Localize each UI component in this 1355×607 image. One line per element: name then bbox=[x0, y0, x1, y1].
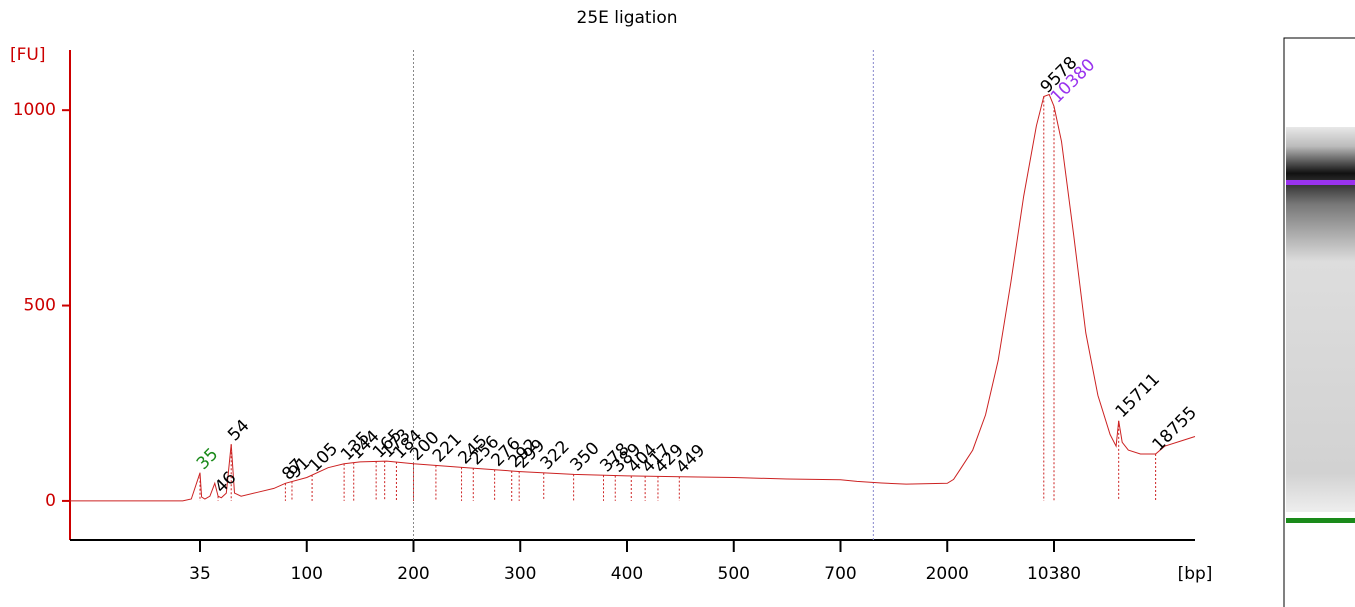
y-tick-label: 1000 bbox=[13, 100, 56, 120]
x-tick-label: 300 bbox=[504, 564, 536, 584]
x-tick-label: 35 bbox=[189, 564, 211, 584]
peak-label: 46 bbox=[211, 468, 240, 497]
trace bbox=[70, 93, 1196, 502]
chart-title: 25E ligation bbox=[577, 8, 678, 28]
x-tick-label: 500 bbox=[718, 564, 750, 584]
peak-label: 54 bbox=[224, 416, 253, 445]
x-tick-label: 400 bbox=[611, 564, 643, 584]
y-axis-label: [FU] bbox=[10, 45, 46, 65]
x-tick-label: 200 bbox=[397, 564, 429, 584]
gel-panel bbox=[1283, 37, 1355, 607]
y-tick-label: 500 bbox=[24, 296, 56, 316]
peak-label: 322 bbox=[537, 437, 574, 474]
x-axis-label: [bp] bbox=[1178, 564, 1213, 584]
x-tick-label: 10380 bbox=[1027, 564, 1081, 584]
x-tick-label: 2000 bbox=[926, 564, 969, 584]
y-tick-label: 0 bbox=[45, 491, 56, 511]
peak-label: 350 bbox=[567, 438, 604, 475]
peak-label: 18755 bbox=[1149, 403, 1201, 455]
peak-label: 35 bbox=[193, 444, 222, 473]
x-tick-label: 700 bbox=[824, 564, 856, 584]
x-tick-label: 100 bbox=[291, 564, 323, 584]
peak-label: 15711 bbox=[1112, 370, 1164, 422]
